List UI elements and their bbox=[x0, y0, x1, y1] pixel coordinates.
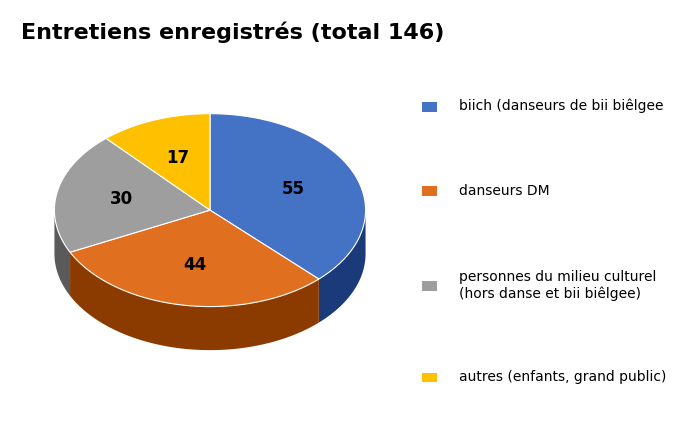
Text: 30: 30 bbox=[110, 191, 133, 208]
Polygon shape bbox=[318, 210, 365, 322]
Text: personnes du milieu culturel
(hors danse et bii biêlgee): personnes du milieu culturel (hors danse… bbox=[459, 270, 657, 301]
Text: danseurs DM: danseurs DM bbox=[459, 184, 550, 197]
Bar bbox=[421, 372, 438, 382]
Text: biich (danseurs de bii biêlgee: biich (danseurs de bii biêlgee bbox=[459, 99, 664, 113]
Polygon shape bbox=[106, 114, 210, 210]
Polygon shape bbox=[55, 210, 70, 296]
Polygon shape bbox=[70, 210, 210, 254]
Text: autres (enfants, grand public): autres (enfants, grand public) bbox=[459, 370, 666, 384]
Polygon shape bbox=[210, 114, 365, 279]
Text: 17: 17 bbox=[166, 149, 189, 167]
Polygon shape bbox=[210, 210, 318, 279]
Text: 55: 55 bbox=[282, 180, 305, 198]
Text: Entretiens enregistrés (total 146): Entretiens enregistrés (total 146) bbox=[21, 22, 444, 43]
Polygon shape bbox=[55, 138, 210, 252]
Bar bbox=[421, 186, 438, 196]
Polygon shape bbox=[210, 210, 318, 279]
Polygon shape bbox=[70, 210, 210, 254]
Bar bbox=[421, 281, 438, 291]
Polygon shape bbox=[70, 252, 318, 350]
Polygon shape bbox=[70, 210, 318, 306]
Bar bbox=[421, 102, 438, 112]
Text: 44: 44 bbox=[183, 256, 206, 274]
